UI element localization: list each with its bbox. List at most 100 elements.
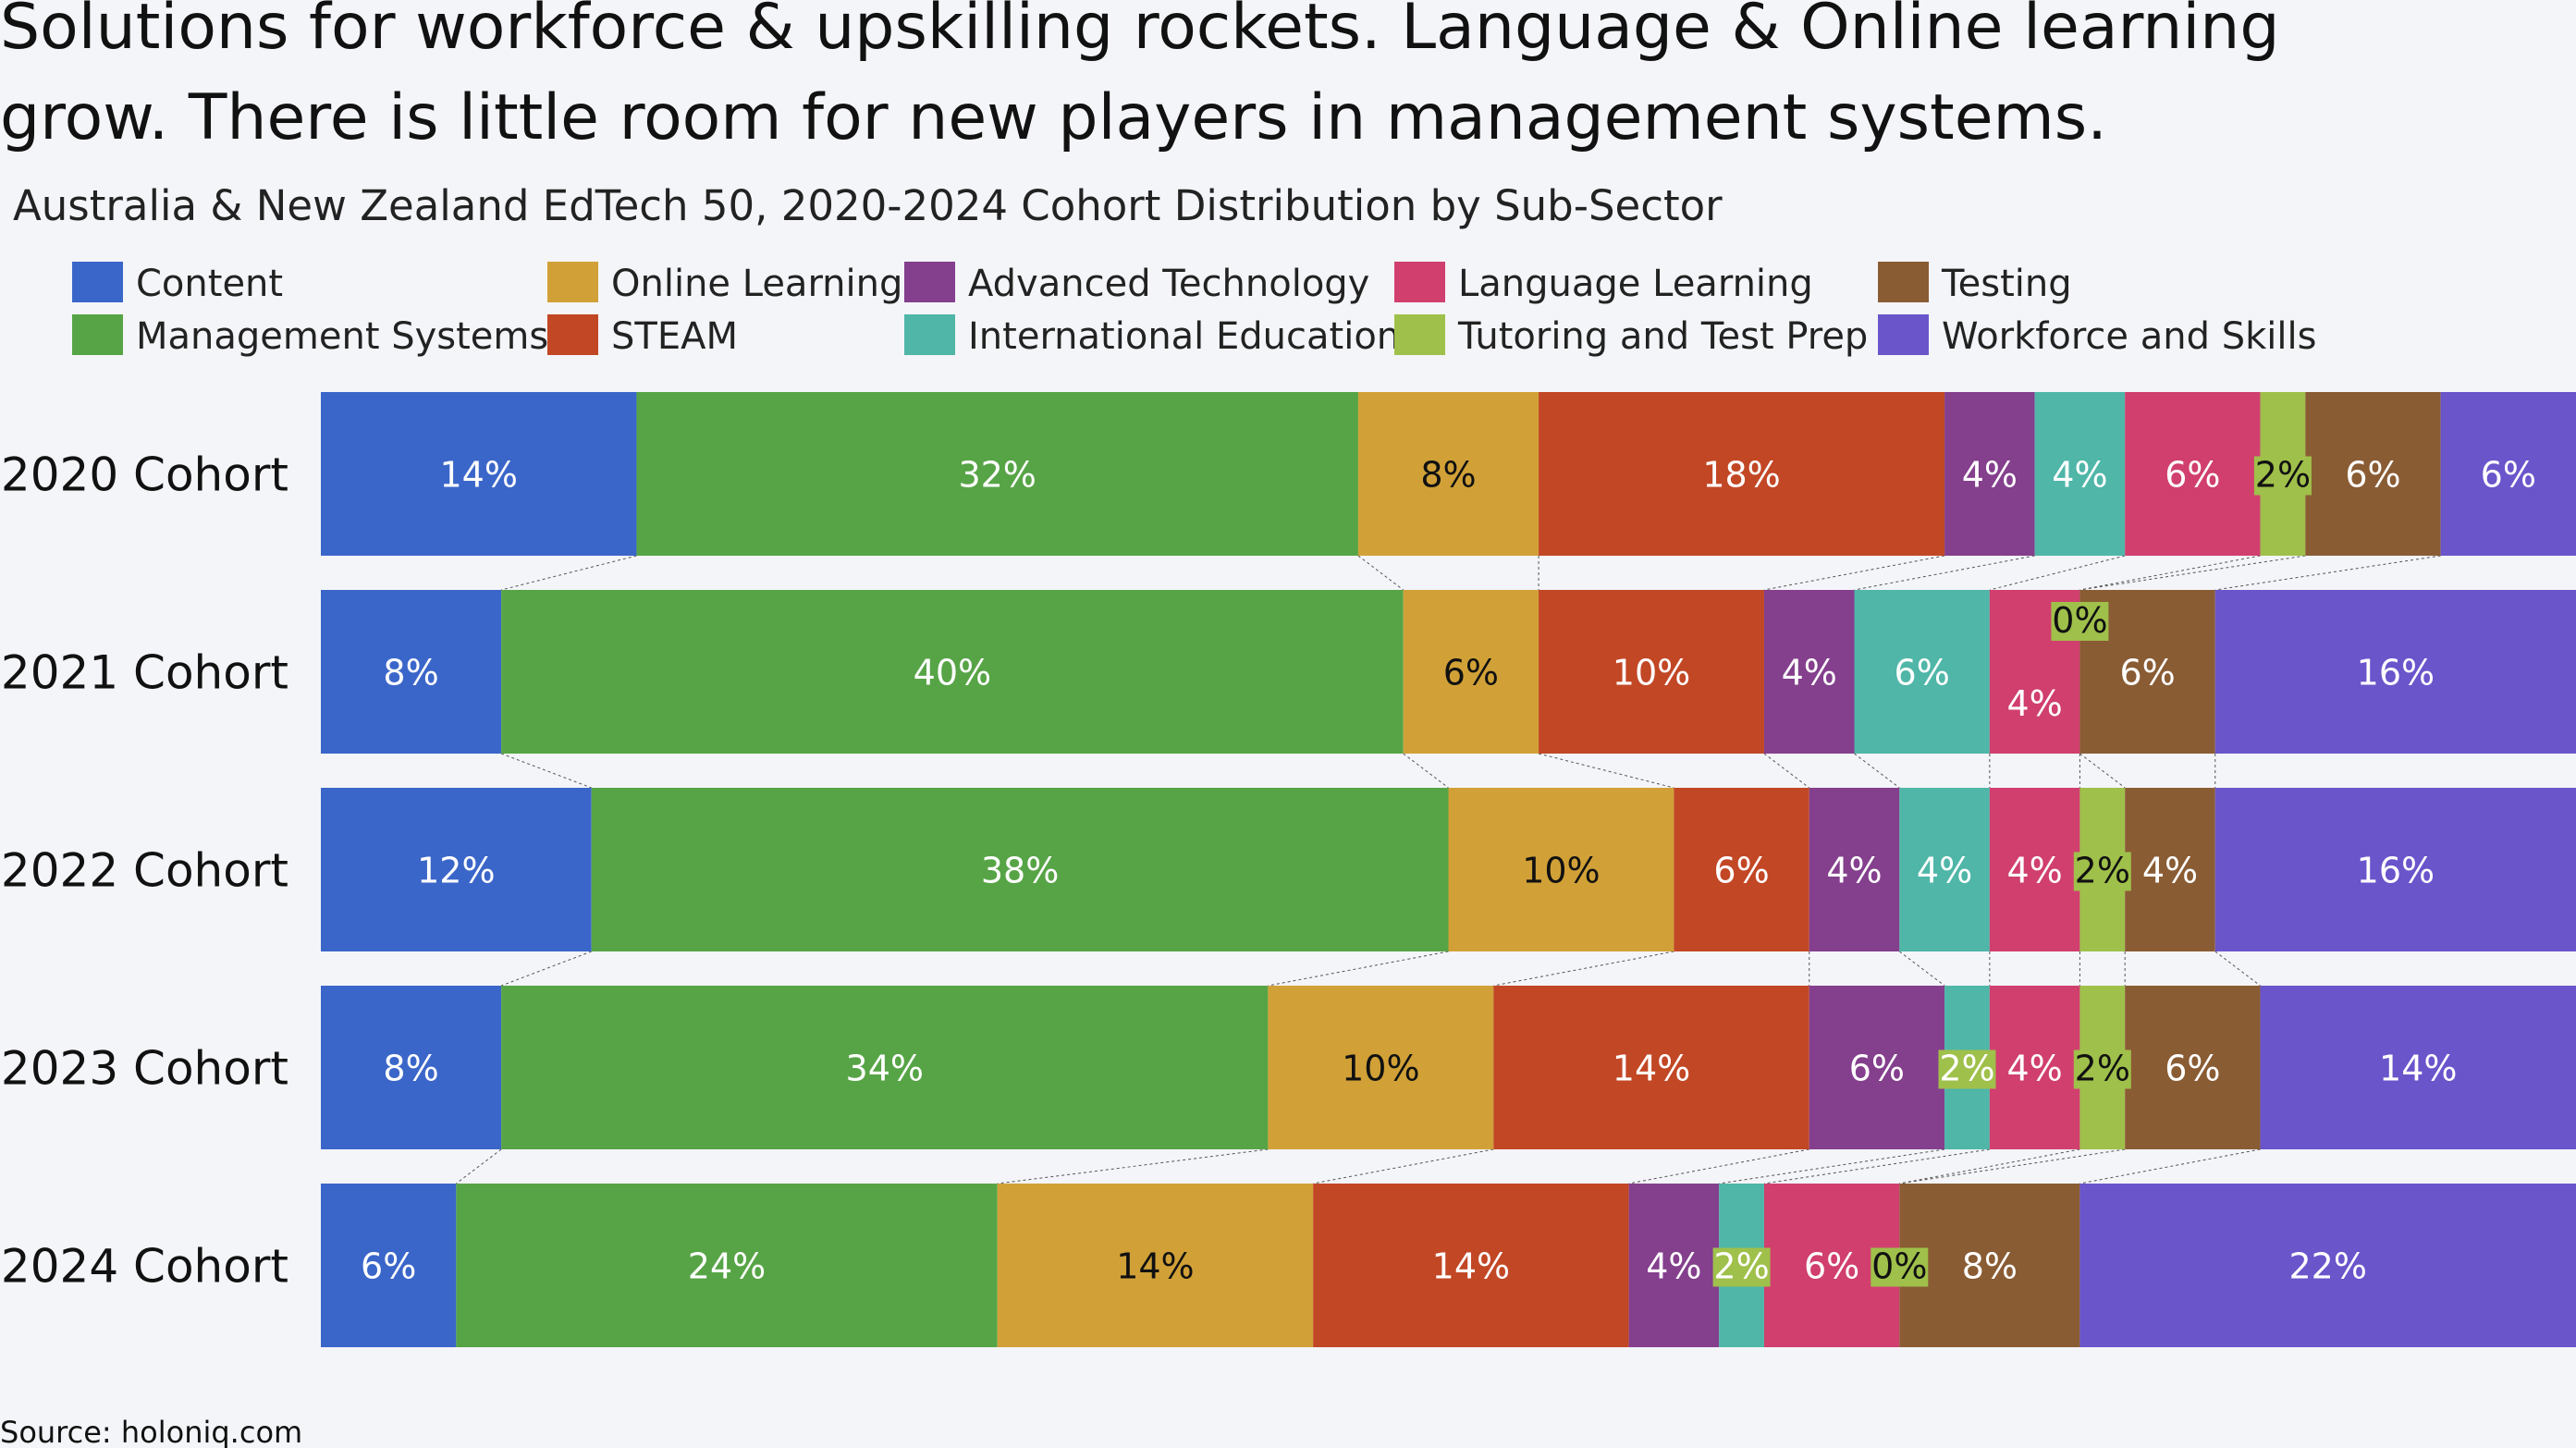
legend-label-steam: STEAM bbox=[611, 315, 738, 358]
data-label-workforce-and-skills: 14% bbox=[2379, 1049, 2457, 1089]
bar-segment-advanced-technology bbox=[1809, 788, 1900, 951]
data-label-text: 22% bbox=[2288, 1246, 2366, 1287]
data-label-box bbox=[2073, 852, 2131, 891]
chart-subtitle: Australia & New Zealand EdTech 50, 2020-… bbox=[13, 181, 1723, 230]
category-labels: 2020 Cohort 2021 Cohort 2022 Cohort 2023 Co… bbox=[1, 448, 288, 1294]
data-label-text: 14% bbox=[1432, 1246, 1510, 1287]
legend-swatch-advanced-technology bbox=[904, 262, 955, 302]
data-label-text: 6% bbox=[2165, 1049, 2220, 1089]
legend-item-management-systems: Management Systems bbox=[72, 314, 548, 358]
legend-swatch-tutoring-and-test-prep bbox=[1394, 314, 1445, 355]
bar-segment-advanced-technology bbox=[1628, 1184, 1720, 1347]
bar-row-2023-cohort bbox=[321, 986, 2576, 1149]
data-label-content: 12% bbox=[417, 851, 495, 891]
data-label-advanced-technology: 4% bbox=[1646, 1246, 1701, 1287]
data-label-international-education: 2% bbox=[1712, 1246, 1771, 1287]
legend-swatch-steam bbox=[547, 314, 598, 355]
data-label-tutoring-and-test-prep: 2% bbox=[2073, 851, 2131, 891]
connector-line bbox=[1854, 555, 2035, 591]
connector-line bbox=[1899, 1148, 2126, 1184]
data-label-tutoring-and-test-prep: 2% bbox=[2253, 455, 2312, 496]
bar-segment-steam bbox=[1493, 986, 1809, 1149]
category-label-2022-cohort: 2022 Cohort bbox=[1, 844, 288, 898]
connector-line bbox=[1538, 753, 1674, 789]
data-label-text: 4% bbox=[2052, 455, 2107, 496]
bar-segment-steam bbox=[1539, 392, 1945, 556]
connector-line bbox=[500, 951, 592, 987]
data-label-text: 2% bbox=[2255, 455, 2311, 496]
connector-line bbox=[1313, 1148, 1494, 1184]
chart-title-line-1: Solutions for workforce & upskilling roc… bbox=[0, 0, 2280, 64]
data-label-text: 6% bbox=[1895, 653, 1950, 693]
data-label-box bbox=[1938, 1049, 1996, 1089]
data-label-tutoring-and-test-prep: 0% bbox=[2051, 600, 2109, 641]
data-label-text: 4% bbox=[2006, 683, 2062, 724]
data-label-text: 6% bbox=[1713, 851, 1769, 891]
data-label-box bbox=[2073, 1049, 2131, 1089]
bar-segment-advanced-technology bbox=[1944, 392, 2035, 556]
connector-line bbox=[2079, 555, 2306, 591]
bar-segment-online-learning bbox=[1403, 590, 1539, 754]
data-label-text: 10% bbox=[1342, 1049, 1419, 1089]
data-label-box bbox=[1712, 1247, 1771, 1287]
connector-lines bbox=[456, 555, 2441, 1184]
connector-line bbox=[1719, 1148, 1945, 1184]
connector-line bbox=[2079, 1148, 2261, 1184]
category-label-2024-cohort: 2024 Cohort bbox=[1, 1240, 288, 1294]
bar-segment-content bbox=[321, 392, 637, 556]
bar-segment-management-systems bbox=[456, 1184, 998, 1347]
bar-segment-content bbox=[321, 986, 502, 1149]
data-label-text: 2% bbox=[2075, 1049, 2130, 1089]
data-label-online-learning: 14% bbox=[1116, 1246, 1194, 1287]
bars: 14% 32% 8% 18% 4% 4% 6% 2% 6% 6% 8% 40% 6% 10% 4% 6% 4% 0… bbox=[321, 392, 2576, 1347]
chart-title-line-2: grow. There is little room for new playe… bbox=[0, 81, 2107, 154]
bar-segment-language-learning bbox=[1989, 986, 2080, 1149]
data-label-text: 16% bbox=[2357, 851, 2435, 891]
data-label-text: 12% bbox=[417, 851, 495, 891]
data-label-testing: 8% bbox=[1962, 1246, 2018, 1287]
bar-segment-testing bbox=[2125, 986, 2261, 1149]
data-label-text: 0% bbox=[2052, 600, 2107, 641]
data-label-testing: 6% bbox=[2345, 455, 2400, 496]
legend-swatch-online-learning bbox=[547, 262, 598, 302]
connector-line bbox=[1493, 951, 1674, 987]
legend-item-testing: Testing bbox=[1878, 262, 2072, 305]
data-label-online-learning: 10% bbox=[1342, 1049, 1419, 1089]
source-note: Source: holoniq.com bbox=[0, 1415, 302, 1448]
data-label-box bbox=[2253, 456, 2312, 496]
data-label-text: 8% bbox=[1420, 455, 1476, 496]
data-label-text: 4% bbox=[2006, 851, 2062, 891]
data-label-text: 6% bbox=[2345, 455, 2400, 496]
data-label-steam: 14% bbox=[1432, 1246, 1510, 1287]
bar-segment-advanced-technology bbox=[1809, 986, 1945, 1149]
connector-line bbox=[1268, 951, 1449, 987]
data-label-content: 8% bbox=[383, 653, 438, 693]
data-label-text: 10% bbox=[1613, 653, 1690, 693]
legend-label-content: Content bbox=[136, 263, 283, 305]
data-label-text: 8% bbox=[1962, 1246, 2018, 1287]
bar-segment-international-education bbox=[2034, 392, 2126, 556]
legend-item-tutoring-and-test-prep: Tutoring and Test Prep bbox=[1394, 314, 1868, 358]
bar-segment-online-learning bbox=[997, 1184, 1314, 1347]
data-label-tutoring-and-test-prep: 2% bbox=[2073, 1049, 2131, 1089]
bar-segment-advanced-technology bbox=[1763, 590, 1855, 754]
data-label-international-education: 4% bbox=[1917, 851, 1972, 891]
legend-item-steam: STEAM bbox=[547, 314, 738, 358]
data-label-steam: 14% bbox=[1613, 1049, 1690, 1089]
data-label-text: 4% bbox=[1826, 851, 1882, 891]
data-label-text: 6% bbox=[1804, 1246, 1859, 1287]
legend-label-workforce-and-skills: Workforce and Skills bbox=[1942, 315, 2316, 358]
data-label-online-learning: 10% bbox=[1522, 851, 1600, 891]
data-label-workforce-and-skills: 16% bbox=[2357, 653, 2435, 693]
connector-line bbox=[1628, 1148, 1809, 1184]
data-label-text: 6% bbox=[1849, 1049, 1905, 1089]
bar-segment-content bbox=[321, 1184, 457, 1347]
data-label-text: 10% bbox=[1522, 851, 1600, 891]
legend-label-testing: Testing bbox=[1941, 263, 2072, 305]
bar-segment-workforce-and-skills bbox=[2214, 590, 2576, 754]
data-label-content: 14% bbox=[439, 455, 517, 496]
bar-segment-management-systems bbox=[636, 392, 1358, 556]
connector-line bbox=[1854, 753, 1900, 789]
bar-segment-testing bbox=[1899, 1184, 2080, 1347]
category-label-2023-cohort: 2023 Cohort bbox=[1, 1042, 288, 1096]
